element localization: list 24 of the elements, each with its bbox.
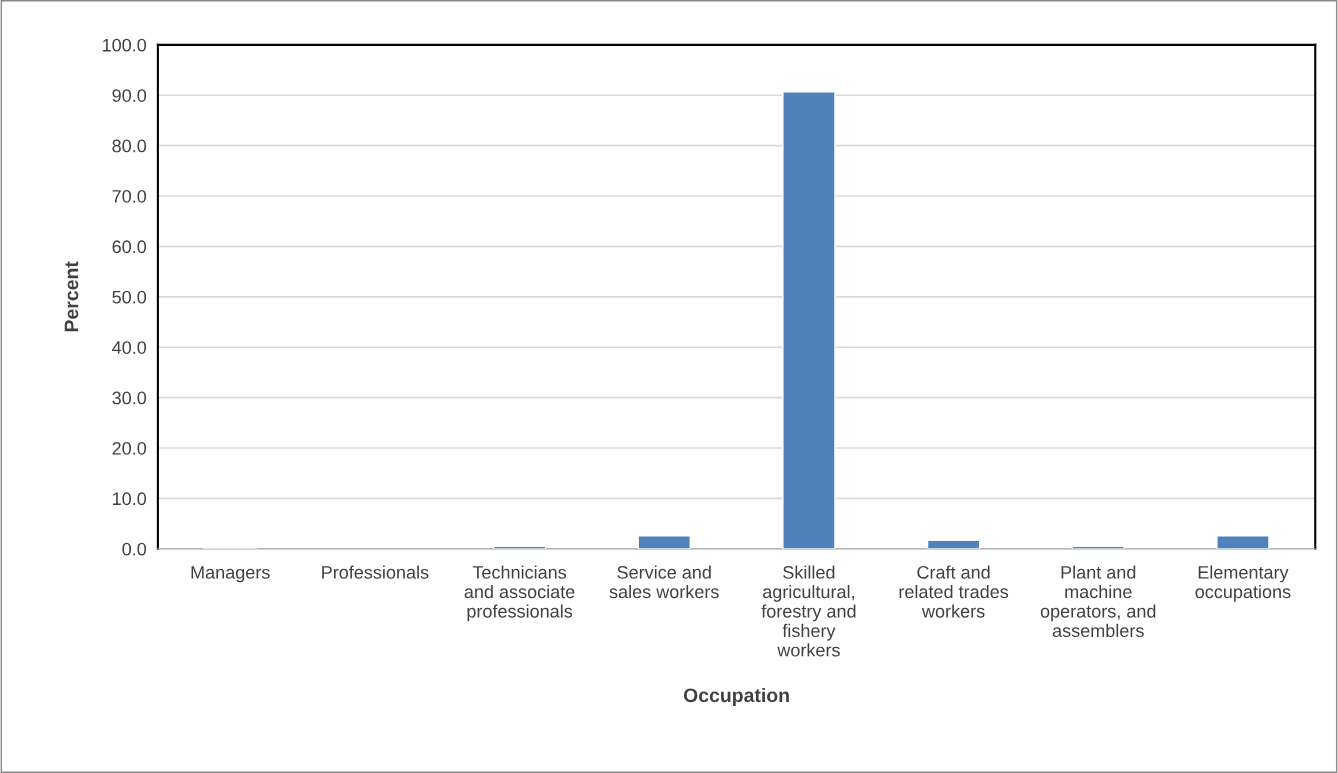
- x-tick-label: Service and sales workers: [609, 565, 719, 599]
- y-tick-label: 30.0: [112, 391, 147, 405]
- y-tick-label: 40.0: [112, 341, 147, 354]
- y-tick-label: 20.0: [112, 441, 147, 455]
- x-tick-label: Technicians and associate professionals: [464, 565, 575, 622]
- y-tick-label: 10.0: [113, 492, 147, 506]
- x-tick-label: Elementary occupations: [1195, 565, 1291, 602]
- y-axis-title: Percent: [64, 261, 79, 332]
- y-tick-label: 80.0: [112, 139, 147, 153]
- x-tick-label: Professionals: [322, 565, 429, 579]
- x-tick-label: Managers: [191, 566, 270, 583]
- x-tick-label: Skilled agricultural, forestry and fishery workers: [761, 565, 856, 657]
- y-tick-label: 100.0: [102, 38, 147, 52]
- x-axis-title: Occupation: [683, 687, 789, 707]
- bar: [782, 91, 836, 549]
- y-tick-label: 90.0: [112, 89, 147, 102]
- bar: [1216, 535, 1270, 549]
- y-tick-label: 0.0: [122, 542, 147, 556]
- x-tick-label: Plant and machine operators, and assemblers: [1040, 565, 1156, 638]
- x-tick-label: Craft and related trades workers: [899, 565, 1009, 618]
- y-tick-label: 50.0: [112, 290, 147, 304]
- y-tick-label: 60.0: [112, 240, 147, 254]
- bar: [637, 535, 691, 549]
- y-tick-label: 70.0: [112, 189, 147, 203]
